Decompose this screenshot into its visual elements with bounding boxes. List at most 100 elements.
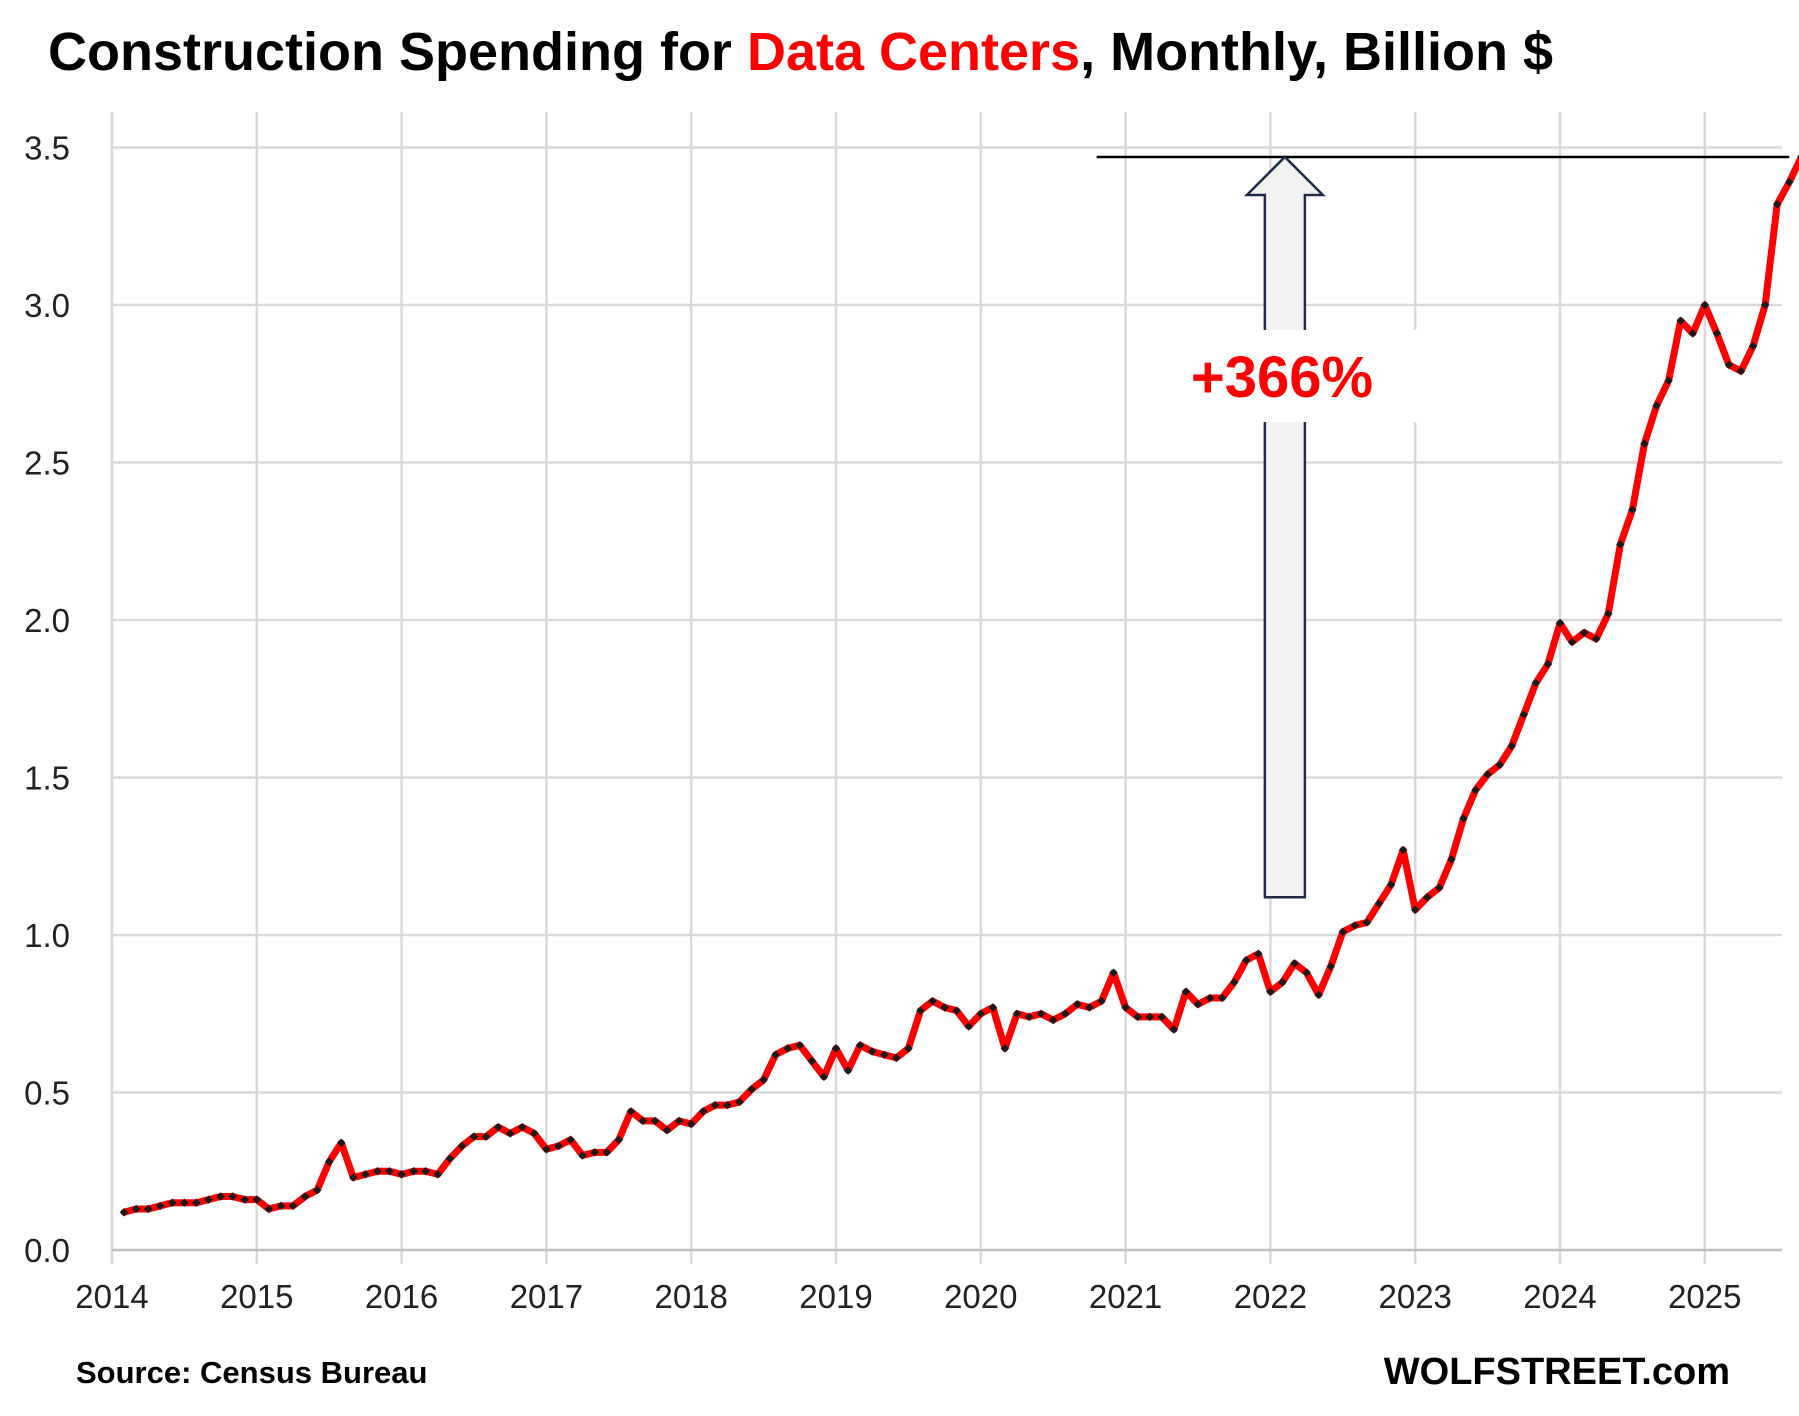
data-point bbox=[1036, 1009, 1046, 1018]
data-point bbox=[747, 1085, 756, 1094]
data-point bbox=[505, 1129, 515, 1138]
data-point bbox=[1109, 968, 1118, 978]
data-point bbox=[1507, 741, 1516, 751]
data-point bbox=[940, 1003, 949, 1012]
data-point bbox=[566, 1135, 575, 1144]
data-point bbox=[1604, 609, 1613, 618]
data-point bbox=[819, 1072, 829, 1081]
data-point bbox=[662, 1126, 672, 1135]
x-tick-label: 2024 bbox=[1523, 1278, 1596, 1315]
data-point bbox=[590, 1148, 599, 1157]
data-point bbox=[916, 1006, 925, 1015]
x-tick-label: 2014 bbox=[75, 1278, 148, 1315]
data-point bbox=[1736, 366, 1746, 376]
annotation-background bbox=[1175, 330, 1420, 422]
title-part-2: , Monthly, Billion $ bbox=[1080, 22, 1553, 82]
data-point bbox=[1278, 978, 1287, 987]
data-point bbox=[1193, 1000, 1203, 1009]
data-point bbox=[542, 1144, 551, 1154]
data-point bbox=[1688, 329, 1697, 338]
data-point bbox=[518, 1122, 527, 1132]
data-point bbox=[904, 1044, 913, 1053]
data-point bbox=[1676, 316, 1685, 325]
data-point bbox=[481, 1132, 491, 1141]
data-point bbox=[711, 1100, 720, 1110]
gridlines bbox=[110, 112, 1782, 1264]
data-point bbox=[855, 1041, 865, 1050]
data-point bbox=[1097, 996, 1106, 1006]
data-point bbox=[1085, 1003, 1094, 1012]
data-point bbox=[1266, 987, 1275, 996]
y-tick-label: 0.5 bbox=[24, 1075, 70, 1112]
source-note: Source: Census Bureau bbox=[76, 1355, 427, 1390]
y-tick-labels: 0.0 0.5 1.0 1.5 2.0 2.5 3.0 3.5 bbox=[24, 130, 70, 1270]
data-point bbox=[1326, 962, 1335, 971]
data-point bbox=[324, 1157, 334, 1167]
data-point bbox=[1760, 300, 1770, 310]
x-tick-label: 2018 bbox=[654, 1278, 727, 1315]
y-tick-label: 1.5 bbox=[24, 760, 70, 797]
data-point bbox=[1145, 1012, 1154, 1022]
y-tick-label: 3.5 bbox=[24, 130, 70, 167]
data-point bbox=[433, 1170, 443, 1179]
data-point bbox=[554, 1141, 563, 1151]
series-line bbox=[120, 154, 1799, 1216]
data-point bbox=[699, 1107, 708, 1116]
data-point bbox=[867, 1047, 877, 1056]
data-point bbox=[276, 1201, 286, 1211]
data-point bbox=[1579, 628, 1589, 637]
data-point bbox=[735, 1097, 744, 1107]
data-point bbox=[614, 1135, 624, 1144]
data-point bbox=[952, 1006, 961, 1015]
y-tick-label: 3.0 bbox=[24, 287, 70, 324]
data-point bbox=[1362, 918, 1372, 927]
data-point bbox=[1664, 376, 1673, 385]
data-point bbox=[361, 1170, 370, 1179]
data-point bbox=[843, 1066, 853, 1075]
data-point bbox=[469, 1132, 479, 1141]
data-point bbox=[578, 1151, 587, 1160]
data-point bbox=[626, 1107, 636, 1116]
data-point bbox=[1724, 360, 1734, 370]
data-point bbox=[457, 1141, 467, 1151]
data-point bbox=[723, 1100, 732, 1110]
percent-change-annotation: +366% bbox=[1191, 345, 1373, 410]
y-tick-label: 0.0 bbox=[24, 1232, 70, 1269]
data-point bbox=[674, 1116, 684, 1126]
y-tick-label: 2.5 bbox=[24, 445, 70, 482]
data-point bbox=[312, 1185, 322, 1195]
x-tick-label: 2022 bbox=[1234, 1278, 1307, 1315]
data-point bbox=[397, 1170, 406, 1179]
data-point bbox=[1048, 1015, 1058, 1025]
data-point bbox=[300, 1192, 310, 1201]
data-point bbox=[1374, 899, 1384, 908]
data-point bbox=[1543, 659, 1553, 669]
data-point bbox=[1061, 1009, 1070, 1018]
data-point bbox=[1495, 760, 1504, 770]
up-arrow-icon bbox=[1243, 155, 1326, 899]
data-point bbox=[1254, 949, 1263, 959]
data-point bbox=[795, 1041, 805, 1050]
data-point bbox=[1652, 401, 1661, 411]
data-point bbox=[1302, 968, 1311, 978]
data-point bbox=[892, 1053, 901, 1063]
data-point bbox=[880, 1050, 889, 1059]
data-point bbox=[1205, 993, 1215, 1003]
data-point bbox=[1555, 618, 1565, 628]
data-point bbox=[409, 1167, 418, 1176]
data-point bbox=[1181, 987, 1191, 996]
data-point bbox=[1073, 1000, 1082, 1009]
data-point bbox=[1700, 300, 1710, 310]
data-point bbox=[638, 1116, 648, 1126]
data-point bbox=[1423, 892, 1432, 902]
data-point bbox=[1531, 678, 1541, 688]
x-tick-label: 2025 bbox=[1668, 1278, 1741, 1315]
data-point bbox=[337, 1138, 346, 1148]
data-point bbox=[759, 1075, 768, 1085]
data-point bbox=[928, 996, 937, 1006]
data-point bbox=[288, 1201, 298, 1211]
data-point bbox=[1242, 955, 1251, 965]
data-point bbox=[1616, 540, 1625, 549]
data-point bbox=[686, 1119, 696, 1129]
